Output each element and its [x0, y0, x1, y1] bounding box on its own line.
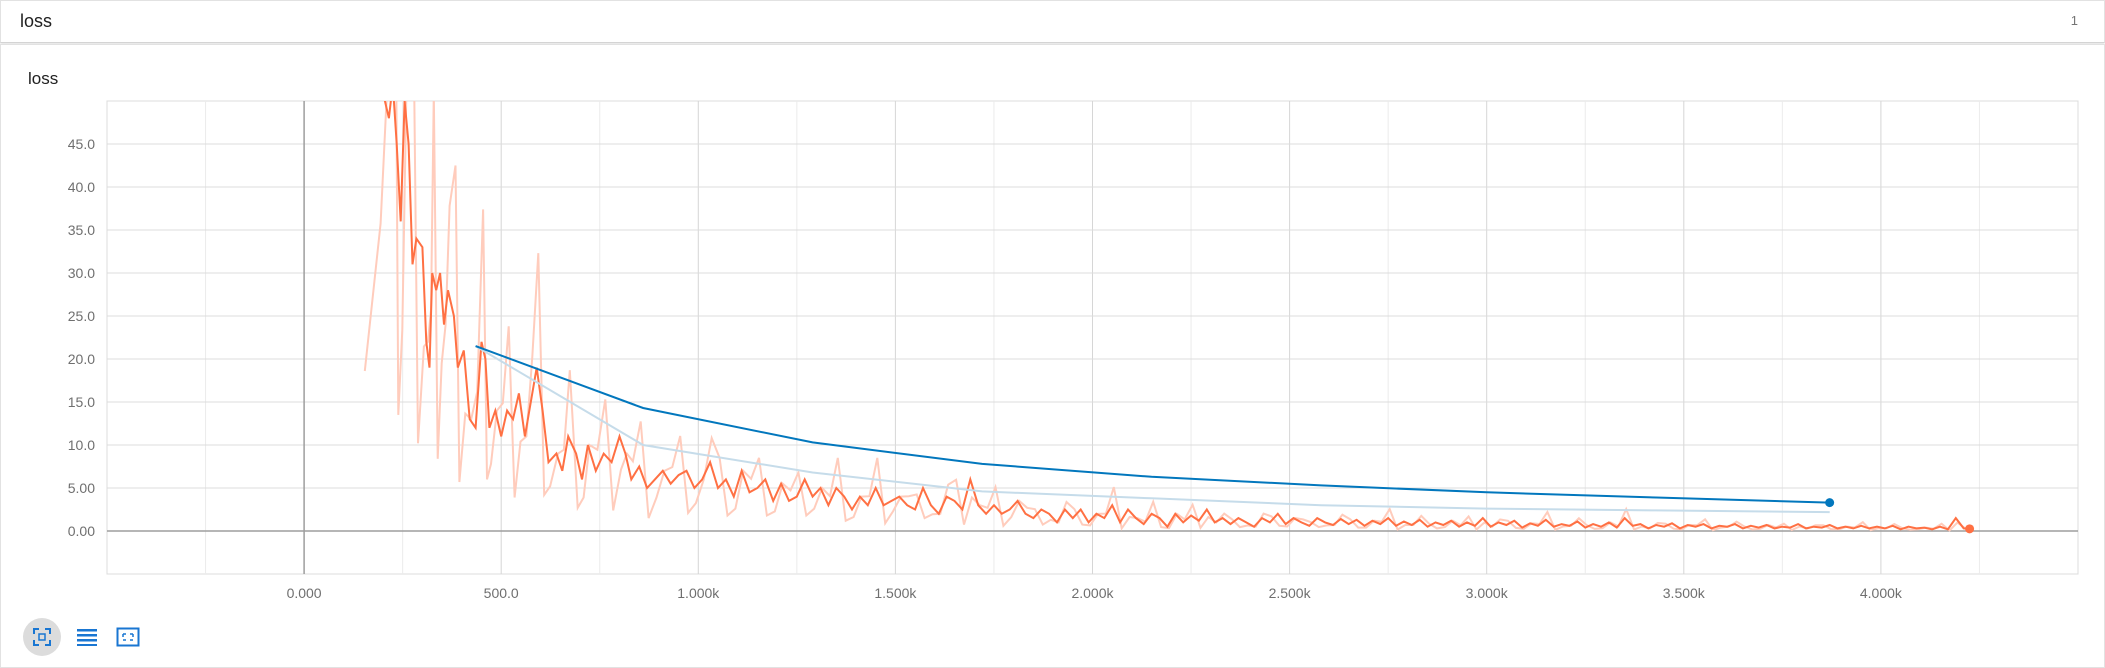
y-tick-label: 0.00 — [68, 523, 95, 539]
x-tick-label: 4.000k — [1860, 585, 1903, 601]
x-tick-label: 0.000 — [287, 585, 322, 601]
y-tick-label: 45.0 — [68, 136, 95, 152]
series-end-point — [1825, 498, 1835, 508]
y-tick-label: 15.0 — [68, 394, 95, 410]
x-tick-label: 2.500k — [1269, 585, 1312, 601]
x-tick-label: 2.000k — [1071, 585, 1114, 601]
x-tick-label: 3.000k — [1466, 585, 1509, 601]
loss-chart[interactable]: 0.000 500.0 1.000k 1.500k 2.000k 2.500k 3.000k… — [1, 45, 2104, 667]
selection-icon — [116, 627, 140, 647]
group-header[interactable]: loss 1 — [0, 0, 2105, 43]
y-tick-label: 25.0 — [68, 308, 95, 324]
y-tick-label: 10.0 — [68, 437, 95, 453]
y-tick-label: 30.0 — [68, 265, 95, 281]
group-count: 1 — [2070, 13, 2078, 28]
toggle-log-button[interactable] — [68, 618, 106, 656]
y-tick-label: 20.0 — [68, 351, 95, 367]
list-icon — [77, 629, 97, 646]
series-raw-line — [363, 101, 1972, 532]
chart-card: loss 0.000 500.0 1.000k 1.500k 2.000k 2.500k 3… — [0, 44, 2105, 668]
chart-title: loss — [28, 69, 59, 88]
y-tick-label: 40.0 — [68, 179, 95, 195]
x-tick-label: 1.500k — [874, 585, 917, 601]
group-title: loss — [20, 11, 53, 31]
x-tick-label: 500.0 — [484, 585, 519, 601]
x-tick-label: 3.500k — [1663, 585, 1706, 601]
zoom-selection-button[interactable] — [109, 618, 147, 656]
y-tick-label: 5.00 — [68, 480, 95, 496]
fit-domain-button[interactable] — [23, 618, 61, 656]
x-tick-label: 1.000k — [677, 585, 720, 601]
series-smoothed-line — [475, 345, 1830, 504]
series-raw-line — [475, 345, 1830, 514]
series-smoothed-line — [383, 101, 1970, 531]
series-end-point — [1965, 524, 1975, 534]
y-tick-label: 35.0 — [68, 222, 95, 238]
expand-icon — [33, 628, 51, 646]
